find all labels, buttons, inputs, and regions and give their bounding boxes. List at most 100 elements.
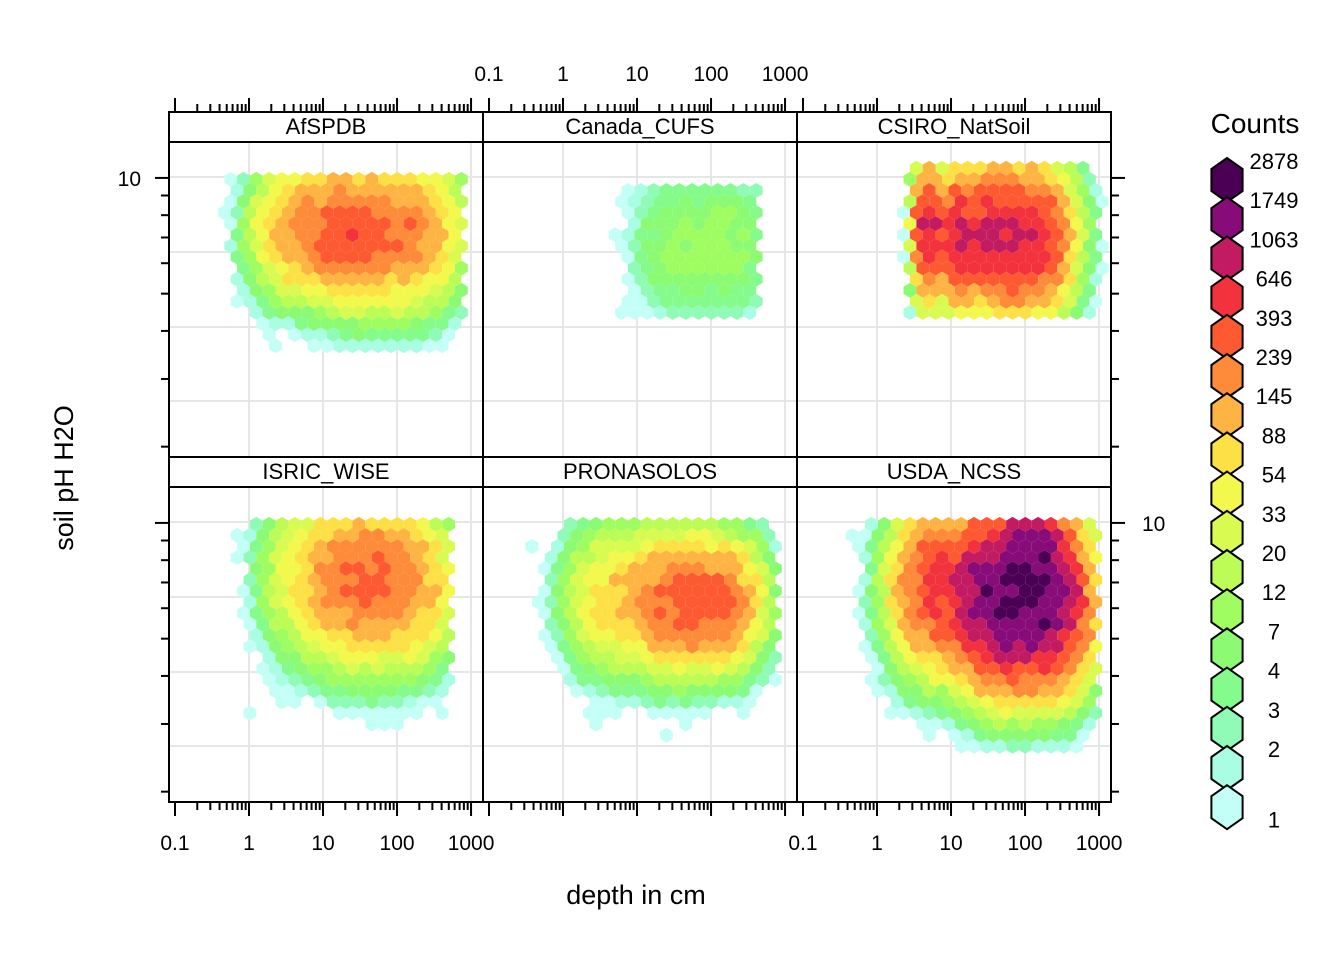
hex-cell: [692, 650, 705, 665]
hex-cell: [660, 271, 673, 287]
hex-cell: [455, 171, 468, 187]
hex-cell: [1083, 650, 1096, 665]
hex-cell: [954, 716, 968, 732]
hex-cell: [1095, 238, 1109, 254]
hex-cell: [756, 516, 769, 532]
hex-cell: [1076, 271, 1090, 287]
hex-cell: [1006, 672, 1019, 688]
hex-cell: [1018, 716, 1032, 732]
hex-cell: [858, 572, 872, 588]
hex-cell: [877, 539, 891, 554]
hex-cell: [442, 260, 455, 276]
hex-cell: [275, 694, 289, 710]
hex-cell: [595, 528, 609, 543]
hex-cell: [339, 672, 353, 688]
hex-cell: [974, 661, 987, 676]
hex-cell: [281, 316, 295, 331]
hex-cell: [1006, 650, 1019, 665]
hex-cell: [743, 694, 757, 710]
hex-cell: [269, 572, 282, 588]
hex-cell: [756, 605, 769, 621]
hex-cell: [422, 227, 436, 243]
hex-cell: [217, 205, 231, 220]
hex-cell: [326, 282, 340, 298]
hex-cell: [1018, 282, 1032, 298]
hex-cell: [647, 661, 660, 676]
hex-cell: [756, 672, 769, 688]
hex-cell: [685, 594, 699, 610]
hex-cell: [922, 227, 936, 243]
hex-cell: [704, 282, 718, 298]
hex-cell: [922, 727, 936, 743]
hex-cell: [865, 539, 878, 554]
hex-cell: [410, 705, 423, 721]
hex-cell: [275, 305, 289, 320]
hex-cell: [294, 227, 308, 243]
hex-cell: [897, 227, 910, 243]
hex-cell: [743, 516, 757, 532]
hex-cell: [390, 561, 404, 577]
hex-cell: [730, 650, 744, 665]
hex-cell: [660, 528, 673, 543]
hex-cell: [333, 205, 346, 220]
hex-cell: [583, 616, 596, 632]
hex-cell: [698, 294, 712, 309]
hex-cell: [384, 205, 398, 220]
hex-cell: [730, 194, 744, 209]
hex-cell: [1031, 216, 1045, 232]
hex-cell: [1050, 294, 1064, 309]
hex-cell: [909, 550, 923, 565]
hex-cell: [698, 528, 712, 543]
hex-cell: [756, 650, 769, 665]
hex-cell: [442, 650, 455, 665]
hex-cell: [249, 194, 263, 209]
hex-cell: [410, 338, 423, 354]
hex-cell: [743, 672, 757, 688]
hex-cell: [243, 594, 257, 610]
hex-cell: [346, 639, 359, 654]
hex-cell: [666, 583, 680, 599]
hex-cell: [384, 594, 398, 610]
hex-cell: [288, 194, 302, 209]
legend-title: Counts: [1211, 108, 1300, 139]
hex-cell: [1063, 705, 1077, 721]
hex-cell: [679, 282, 693, 298]
hex-cell: [634, 594, 648, 610]
hex-cell: [333, 183, 346, 198]
hex-cell: [628, 650, 641, 665]
hex-cell: [570, 572, 584, 588]
hex-cell: [749, 683, 763, 699]
x-axis-top-col1: [173, 98, 473, 112]
hex-cell: [346, 616, 359, 632]
hex-cell: [711, 205, 725, 220]
hex-cell: [897, 594, 910, 610]
hex-cell: [346, 316, 359, 331]
hex-cell: [993, 282, 1007, 298]
hex-cell: [371, 550, 385, 565]
hex-cell: [608, 550, 622, 565]
hex-cell: [378, 694, 391, 710]
hex-cell: [993, 583, 1007, 599]
hex-cell: [660, 249, 673, 265]
hex-cell: [371, 271, 385, 287]
hex-cell: [371, 183, 385, 198]
hex-cell: [666, 694, 680, 710]
hex-cell: [954, 627, 968, 643]
hex-cell: [743, 605, 757, 621]
hex-cell: [262, 305, 276, 320]
hex-cell: [711, 271, 725, 287]
hex-cell: [922, 271, 936, 287]
hex-cell: [1044, 561, 1058, 577]
hex-cell: [717, 305, 731, 320]
hex-cell: [961, 661, 974, 676]
hex-cell: [871, 639, 885, 654]
hex-cell: [262, 238, 276, 254]
hex-cell: [743, 260, 757, 276]
hex-cell: [640, 516, 654, 532]
hex-cell: [628, 627, 641, 643]
hex-cell: [1031, 605, 1045, 621]
hex-cell: [615, 672, 628, 688]
hex-cell: [294, 205, 308, 220]
hex-cell: [942, 716, 955, 732]
hex-cell: [736, 572, 750, 588]
